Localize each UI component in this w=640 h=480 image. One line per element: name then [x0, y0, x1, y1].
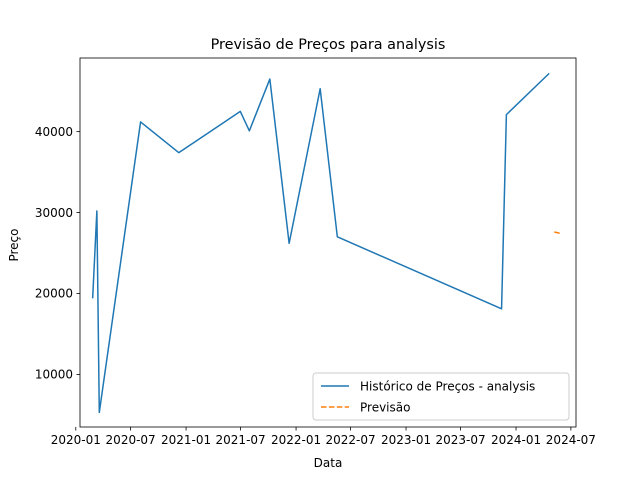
y-axis: 10000 20000 30000 40000 — [35, 125, 80, 382]
y-tick-label-1: 20000 — [35, 287, 73, 301]
x-tick-label-9: 2024-07 — [546, 433, 596, 447]
legend-box — [312, 372, 570, 421]
series-line-0 — [91, 72, 550, 414]
x-tick-label-2: 2021-01 — [161, 433, 211, 447]
legend-label-0: Histórico de Preços - analysis — [360, 380, 535, 394]
y-axis-label: Preço — [7, 228, 21, 261]
x-tick-label-0: 2020-01 — [51, 433, 101, 447]
x-axis: 2020-01 2020-07 2021-01 2021-07 2022-01 2022-… — [51, 427, 596, 447]
plot-frame — [79, 57, 577, 428]
chart-title: Previsão de Preços para analysis — [211, 37, 446, 53]
legend: Histórico de Preços - analysis Previsão — [312, 372, 570, 421]
plot-area — [91, 72, 562, 414]
x-axis-label: Data — [314, 456, 343, 470]
x-tick-label-8: 2024-01 — [491, 433, 541, 447]
y-tick-label-0: 10000 — [35, 368, 73, 382]
x-tick-label-6: 2023-01 — [381, 433, 431, 447]
x-tick-label-7: 2023-07 — [436, 433, 486, 447]
legend-label-1: Previsão — [360, 401, 410, 415]
x-tick-label-4: 2022-01 — [271, 433, 321, 447]
x-tick-label-1: 2020-07 — [106, 433, 156, 447]
y-tick-label-3: 40000 — [35, 125, 73, 139]
x-tick-label-3: 2021-07 — [216, 433, 266, 447]
y-tick-label-2: 30000 — [35, 206, 73, 220]
x-tick-label-5: 2022-07 — [326, 433, 376, 447]
